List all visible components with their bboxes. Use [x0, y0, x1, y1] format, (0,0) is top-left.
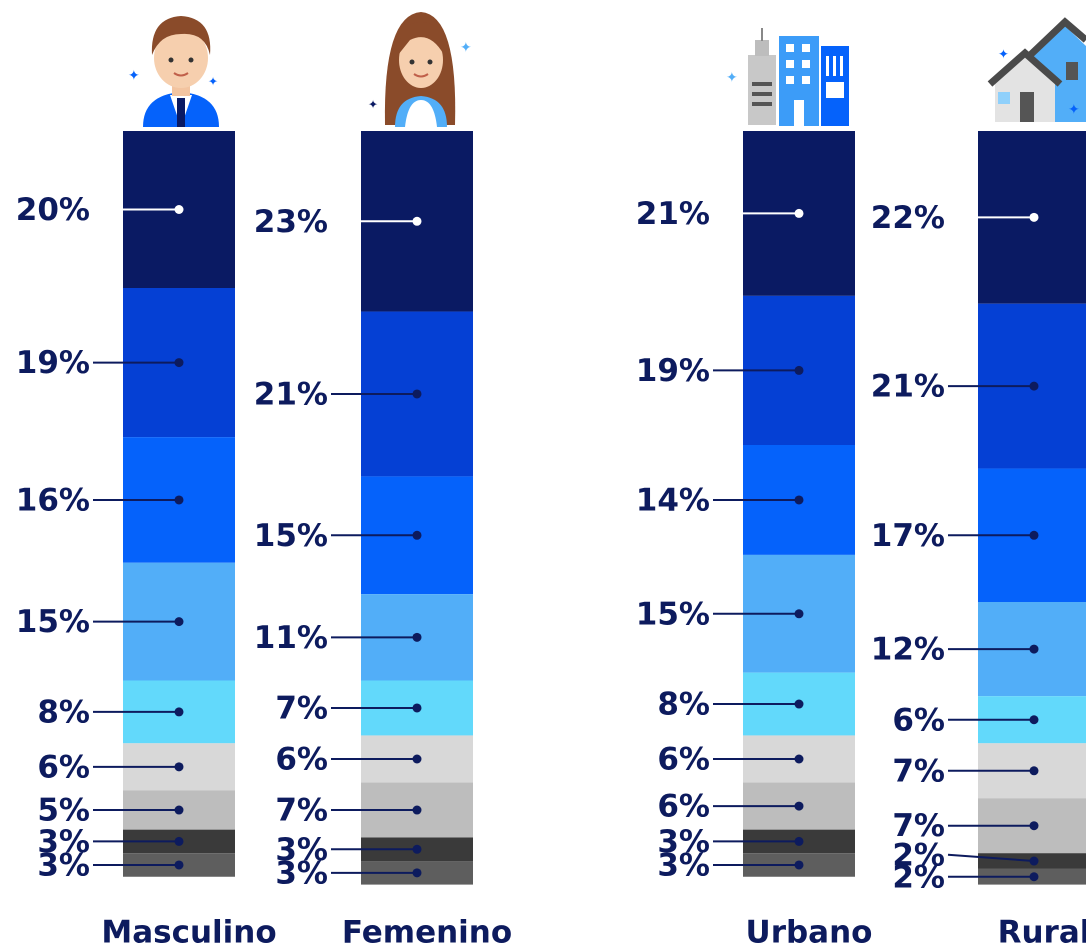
- leader-dot: [174, 617, 184, 627]
- value-label: 21%: [871, 369, 945, 405]
- value-label: 21%: [636, 196, 710, 232]
- leader-dot: [1029, 766, 1039, 776]
- category-label: Masculino: [101, 915, 276, 950]
- svg-text:✦: ✦: [208, 75, 218, 89]
- value-label: 19%: [636, 353, 710, 389]
- value-label: 3%: [657, 847, 710, 883]
- leader-dot: [1029, 821, 1039, 831]
- value-label: 15%: [254, 518, 328, 554]
- value-label: 3%: [275, 832, 328, 868]
- icon-woman: ✦ ✦: [368, 12, 472, 127]
- value-label: 11%: [254, 620, 328, 656]
- value-label: 7%: [892, 753, 945, 789]
- value-label: 16%: [16, 482, 90, 518]
- leader-dot: [412, 703, 422, 713]
- value-label: 12%: [871, 632, 945, 668]
- leader-dot: [412, 805, 422, 815]
- leader-dot: [174, 707, 184, 717]
- value-label: 15%: [16, 604, 90, 640]
- leader-dot: [412, 216, 422, 226]
- svg-text:✦: ✦: [998, 48, 1009, 63]
- leader-dot: [412, 868, 422, 878]
- leader-dot: [1029, 856, 1039, 866]
- leader-dot: [1029, 381, 1039, 391]
- svg-text:✦: ✦: [460, 40, 472, 56]
- leader-dot: [412, 530, 422, 540]
- leader-dot: [1029, 212, 1039, 222]
- value-label: 3%: [657, 824, 710, 860]
- value-label: 5%: [37, 793, 90, 829]
- leader-dot: [794, 365, 804, 375]
- value-label: 6%: [892, 702, 945, 738]
- value-label: 6%: [657, 742, 710, 778]
- value-label: 7%: [275, 793, 328, 829]
- value-label: 6%: [657, 789, 710, 825]
- leader-dot: [794, 699, 804, 709]
- leader-dot: [794, 801, 804, 811]
- leader-dot: [174, 860, 184, 870]
- leader-dot: [794, 495, 804, 505]
- value-label: 8%: [657, 687, 710, 723]
- value-label: 3%: [37, 824, 90, 860]
- value-label: 21%: [254, 376, 328, 412]
- icon-house: ✦ ✦: [987, 17, 1086, 122]
- leader-dot: [174, 495, 184, 505]
- value-label: 15%: [636, 596, 710, 632]
- value-label: 22%: [871, 200, 945, 236]
- leader-dot: [412, 632, 422, 642]
- value-label: 19%: [16, 345, 90, 381]
- svg-text:✦: ✦: [368, 98, 378, 112]
- category-label: Femenino: [342, 915, 512, 950]
- category-label: Rural: [998, 915, 1086, 950]
- leader-dot: [412, 754, 422, 764]
- category-label: Urbano: [746, 915, 873, 950]
- value-label: 14%: [636, 482, 710, 518]
- leader-dot: [794, 860, 804, 870]
- leader-dot: [794, 208, 804, 218]
- svg-text:✦: ✦: [726, 70, 738, 86]
- leader-dot: [174, 205, 184, 214]
- value-label: 7%: [275, 690, 328, 726]
- value-label: 23%: [254, 204, 328, 240]
- leader-dot: [1029, 644, 1039, 654]
- svg-text:✦: ✦: [128, 68, 140, 84]
- value-label: 3%: [275, 855, 328, 891]
- leader-line: [947, 853, 1035, 863]
- leader-dot: [794, 609, 804, 619]
- value-label: 6%: [37, 749, 90, 785]
- leader-dot: [174, 358, 184, 368]
- svg-text:✦: ✦: [1068, 102, 1080, 118]
- value-label: 17%: [871, 518, 945, 554]
- value-label: 3%: [37, 847, 90, 883]
- value-label: 8%: [37, 694, 90, 730]
- value-label: 20%: [16, 192, 90, 228]
- value-label: 6%: [275, 742, 328, 778]
- icon-city: ✦: [726, 28, 849, 126]
- leader-dot: [412, 844, 422, 854]
- leader-dot: [174, 836, 184, 846]
- leader-dot: [174, 805, 184, 815]
- value-label: 7%: [892, 808, 945, 844]
- leader-dot: [1029, 530, 1039, 540]
- leader-dot: [794, 754, 804, 764]
- leader-dot: [174, 762, 184, 772]
- value-label: 2%: [892, 859, 945, 895]
- leader-dot: [1029, 872, 1039, 882]
- leader-dot: [794, 836, 804, 846]
- leader-dot: [412, 389, 422, 399]
- value-label: 2%: [892, 837, 945, 873]
- leader-dot: [1029, 715, 1039, 725]
- icon-man: ✦ ✦: [128, 16, 219, 127]
